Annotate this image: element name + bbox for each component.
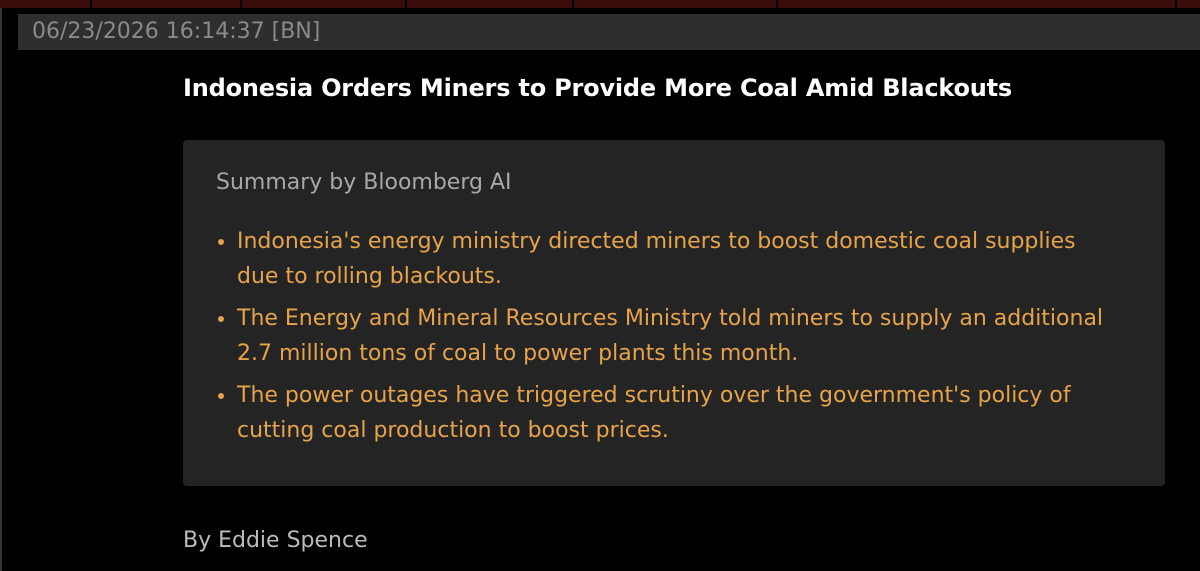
summary-list: Indonesia's energy ministry directed min… [203,224,1117,455]
source: [BN] [271,19,321,44]
headline: Indonesia Orders Miners to Provide More … [183,74,1012,102]
summary-title: Summary by Bloomberg AI [216,170,512,195]
bullet: The Energy and Mineral Resources Ministr… [237,301,1117,371]
bullet: Indonesia's energy ministry directed min… [237,224,1117,294]
border [0,8,2,571]
timestamp: 06/23/2026 16:14:37 [32,19,265,44]
header: 06/23/2026 16:14:37 [BN] [18,14,1200,50]
bullet: The power outages have triggered scrutin… [237,378,1117,448]
top-bar [0,0,1200,8]
summary-box: Summary by Bloomberg AI Indonesia's ener… [183,140,1165,486]
byline: By Eddie Spence [183,528,368,553]
